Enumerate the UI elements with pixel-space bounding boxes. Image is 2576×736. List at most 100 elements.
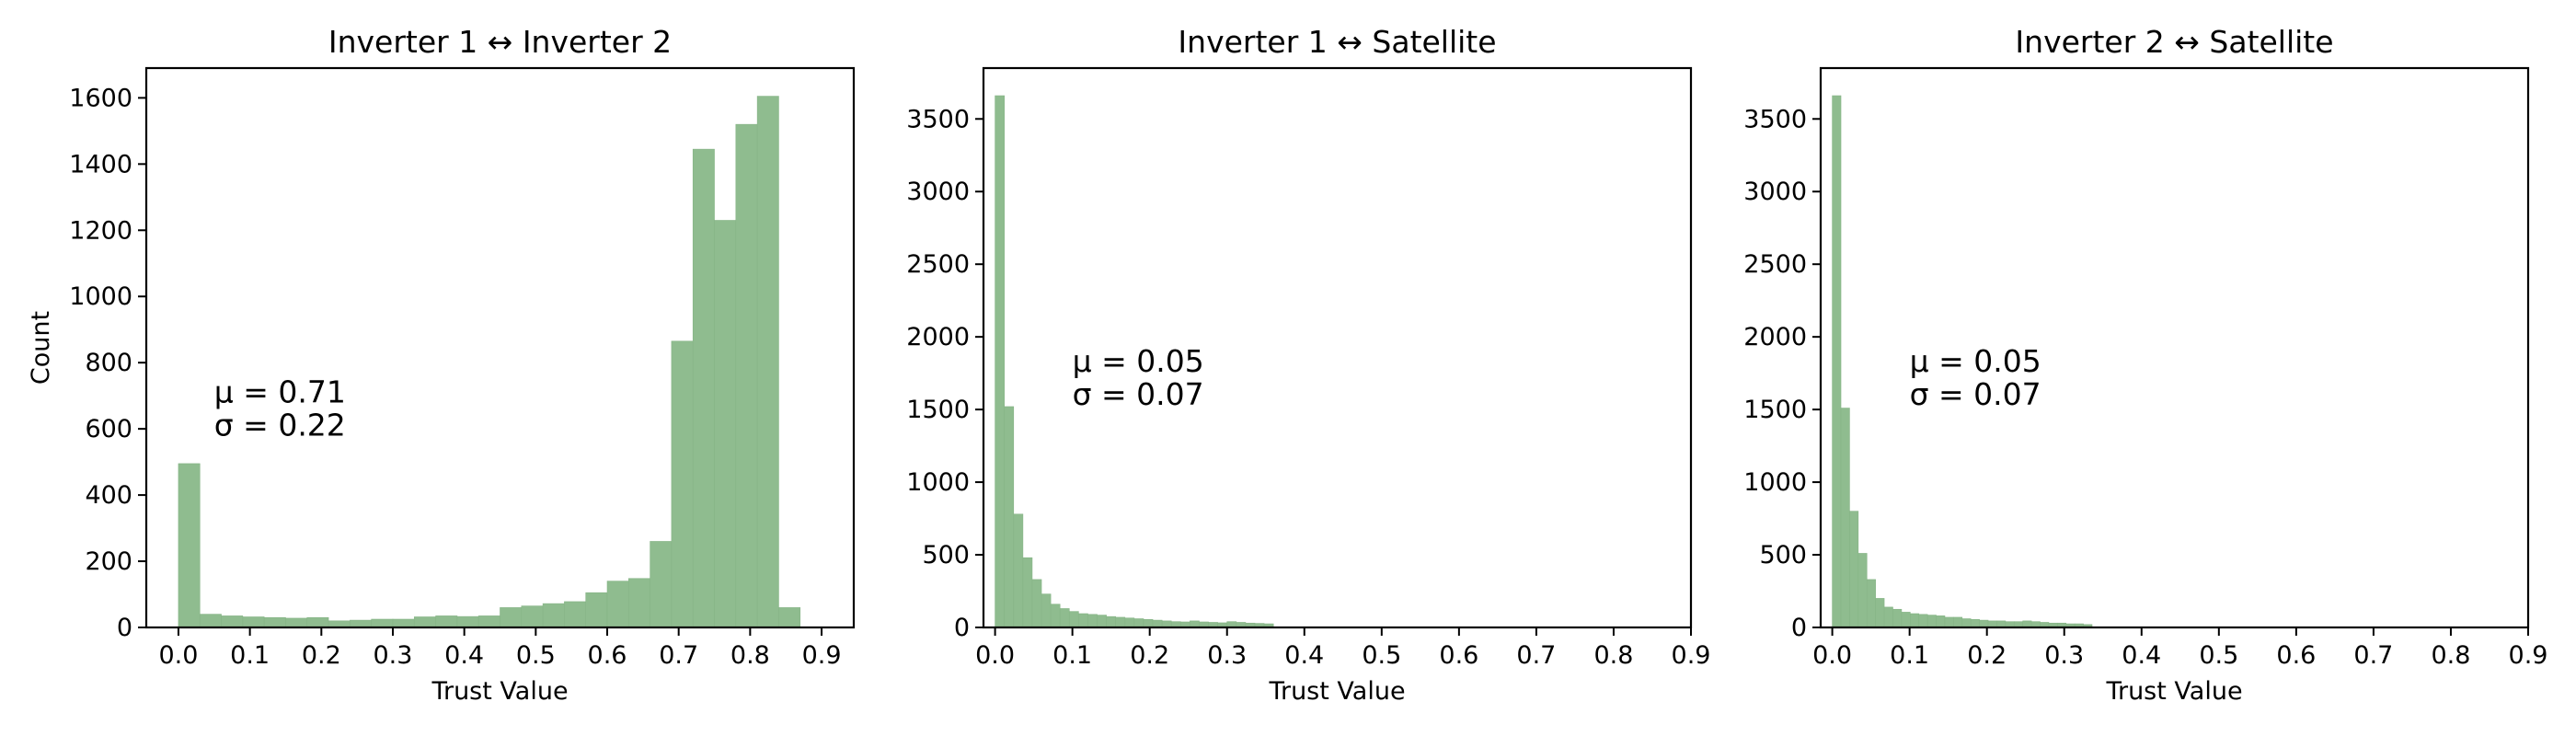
histogram-bar xyxy=(221,615,244,628)
histogram-bar xyxy=(1953,616,1963,628)
x-tick-label: 0.3 xyxy=(1207,641,1247,670)
histogram-bar xyxy=(1849,511,1859,628)
histogram-bar xyxy=(671,340,694,628)
histogram-bar xyxy=(1910,613,1920,628)
y-tick-label: 1400 xyxy=(69,150,132,178)
x-tick-label: 0.8 xyxy=(2431,641,2470,670)
histogram-bar xyxy=(1961,618,1972,628)
histogram-bar xyxy=(285,617,308,628)
histogram-bar xyxy=(1124,617,1135,628)
histogram-bar xyxy=(392,618,415,628)
y-ticks: 0 200 400 600 800 1000 1200 1400 1600 xyxy=(69,84,146,642)
histogram-bar xyxy=(585,592,608,628)
histogram-bar xyxy=(199,614,222,628)
histogram-bar xyxy=(1840,408,1850,628)
x-tick-label: 0.0 xyxy=(975,641,1015,670)
histogram-bar xyxy=(1944,616,1954,628)
histogram-bar xyxy=(263,616,286,628)
y-tick-label: 3500 xyxy=(1743,105,1807,133)
histogram-bar xyxy=(500,607,523,628)
x-tick-label: 0.2 xyxy=(1967,641,2007,670)
y-tick-label: 3500 xyxy=(906,105,970,133)
histogram-bar xyxy=(714,220,737,628)
histogram-bar xyxy=(1892,608,1903,628)
std-annotation: σ = 0.22 xyxy=(214,407,346,443)
mean-annotation: μ = 0.05 xyxy=(1910,343,2041,379)
histogram-bar xyxy=(1866,579,1876,628)
histogram-bar xyxy=(650,541,673,628)
x-tick-label: 0.9 xyxy=(2509,641,2548,670)
y-tick-label: 200 xyxy=(85,547,132,576)
x-tick-label: 0.6 xyxy=(1439,641,1478,670)
histogram-bar xyxy=(1050,604,1061,628)
histogram-bar xyxy=(1901,612,1911,628)
x-tick-label: 0.5 xyxy=(516,641,556,670)
y-tick-label: 500 xyxy=(922,541,970,569)
histogram-bar xyxy=(1041,593,1052,628)
mean-annotation: μ = 0.05 xyxy=(1073,343,1204,379)
histogram-bar xyxy=(1133,618,1144,628)
subplot-title: Inverter 2 ↔ Satellite xyxy=(2015,24,2333,60)
y-tick-label: 1000 xyxy=(69,282,132,311)
histogram-bar xyxy=(1115,616,1126,628)
histogram-bar xyxy=(1087,614,1098,628)
y-tick-label: 1500 xyxy=(1743,396,1807,424)
histogram-bar xyxy=(1078,613,1088,628)
x-tick-label: 0.3 xyxy=(2044,641,2084,670)
y-tick-label: 800 xyxy=(85,349,132,377)
histogram-bar xyxy=(564,601,587,628)
histogram-bar xyxy=(413,616,436,628)
y-tick-label: 2000 xyxy=(1743,323,1807,351)
histogram-bar xyxy=(306,616,329,628)
histogram-bar xyxy=(1068,611,1079,628)
y-tick-label: 2500 xyxy=(906,250,970,279)
x-tick-label: 0.2 xyxy=(1130,641,1169,670)
y-tick-label: 1600 xyxy=(69,84,132,112)
histogram-bar xyxy=(628,578,650,628)
x-tick-label: 0.5 xyxy=(2199,641,2238,670)
histogram-bar xyxy=(1970,619,1980,628)
y-ticks: 0 500 1000 1500 2000 2500 3000 3500 xyxy=(906,105,983,642)
histogram-bar xyxy=(1857,553,1868,628)
x-tick-label: 0.5 xyxy=(1362,641,1401,670)
x-tick-label: 0.2 xyxy=(302,641,341,670)
x-ticks: 0.0 0.1 0.2 0.3 0.4 0.5 0.6 0.7 0.8 0.9 xyxy=(975,627,1710,670)
y-tick-label: 500 xyxy=(1759,541,1807,569)
x-tick-label: 0.7 xyxy=(1516,641,1556,670)
subplot-title: Inverter 1 ↔ Inverter 2 xyxy=(328,24,672,60)
subplot-title: Inverter 1 ↔ Satellite xyxy=(1178,24,1496,60)
mean-annotation: μ = 0.71 xyxy=(214,374,346,409)
histogram-bar xyxy=(521,605,544,628)
y-tick-label: 400 xyxy=(85,481,132,510)
x-axis-label: Trust Value xyxy=(1268,677,1405,706)
x-tick-label: 0.6 xyxy=(2276,641,2316,670)
axes-frame xyxy=(982,66,1693,629)
histogram-bar xyxy=(1097,615,1107,628)
histogram-bar xyxy=(606,581,629,628)
histogram-bar xyxy=(756,96,779,628)
y-tick-label: 3000 xyxy=(1743,178,1807,206)
histogram-bar xyxy=(242,616,265,628)
y-tick-label: 1000 xyxy=(1743,468,1807,497)
y-tick-label: 0 xyxy=(1791,614,1807,642)
x-tick-label: 0.9 xyxy=(1672,641,1711,670)
std-annotation: σ = 0.07 xyxy=(1910,376,2041,412)
x-tick-label: 0.8 xyxy=(1593,641,1633,670)
y-axis-label: Count xyxy=(27,311,55,385)
histogram-bar xyxy=(1936,615,1946,628)
x-tick-label: 0.8 xyxy=(730,641,770,670)
histogram-bar xyxy=(371,618,394,628)
histogram-bar xyxy=(350,619,372,628)
y-tick-label: 1500 xyxy=(906,396,970,424)
histogram-bar xyxy=(1004,406,1015,628)
x-ticks: 0.0 0.1 0.2 0.3 0.4 0.5 0.6 0.7 0.8 0.9 xyxy=(158,627,842,670)
histogram-bar xyxy=(435,615,458,628)
x-tick-label: 0.9 xyxy=(802,641,842,670)
histogram-bar xyxy=(1152,619,1163,628)
histogram-bar xyxy=(1022,557,1033,628)
x-tick-label: 0.1 xyxy=(230,641,270,670)
x-tick-label: 0.6 xyxy=(588,641,627,670)
histogram-bar xyxy=(1143,619,1154,628)
